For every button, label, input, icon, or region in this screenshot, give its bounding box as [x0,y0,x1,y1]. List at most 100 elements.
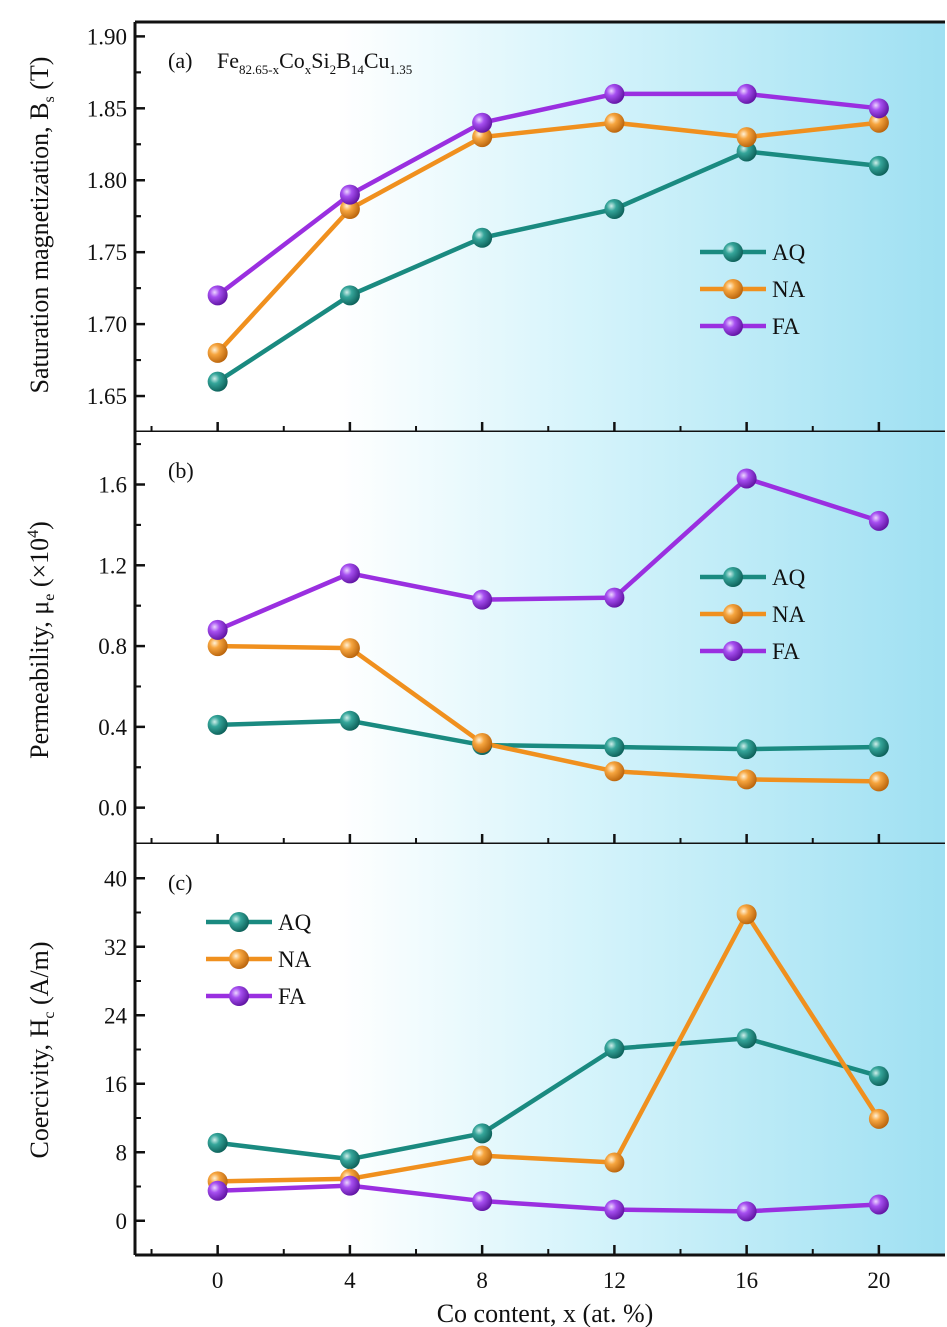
x-tick-label: 0 [212,1268,224,1293]
data-point-aq [736,141,757,162]
y-tick-label: 1.75 [87,240,127,265]
data-point-aq [604,1038,625,1059]
legend-label-aq: AQ [278,910,312,935]
data-point-fa [868,1194,889,1215]
series-line-fa [216,91,880,298]
panel-label: (b) [168,458,194,483]
y-tick-label: 0.8 [98,634,127,659]
series-line-aq [217,718,879,752]
y-tick-label: 1.85 [87,96,127,121]
data-point-fa [736,83,757,104]
data-point-na [472,733,493,754]
data-point-aq [207,371,228,392]
x-tick-label: 4 [344,1268,356,1293]
panel-b: 0.0 0.4 0.8 1.2 1.6 AQ NA FA (b) Permeability, … [25,432,945,846]
legend-label-fa: FA [278,984,306,1009]
data-point-fa [472,589,493,610]
data-point-aq [868,155,889,176]
x-tick-label: 8 [476,1268,488,1293]
plot-background [135,844,945,1255]
data-point-aq [339,710,360,731]
x-tick-label: 20 [867,1268,890,1293]
legend-marker-fa [723,641,743,661]
data-point-aq [604,199,625,220]
data-point-fa [604,587,625,608]
legend-label-fa: FA [772,314,800,339]
y-tick-label: 16 [104,1072,127,1097]
legend-marker-fa [229,986,249,1006]
plot-area: 0.0 0.4 0.8 1.2 1.6 AQ NA FA [98,443,889,844]
data-point-aq [207,1132,228,1153]
data-point-na [207,636,228,657]
data-point-na [604,761,625,782]
data-point-aq [207,714,228,735]
data-point-na [736,769,757,790]
data-point-na [472,1145,493,1166]
data-point-fa [207,1180,228,1201]
data-point-fa [207,285,228,306]
legend-marker-aq [723,567,743,587]
series-line-fa [217,1183,879,1214]
y-axis-title: Coercivity, Hc (A/m) [25,942,58,1159]
data-point-fa [604,1199,625,1220]
plot-area: 1.65 1.70 1.75 1.80 1.85 1.90 AQ NA FA [87,24,889,432]
legend-label-aq: AQ [772,565,806,590]
data-point-aq [868,737,889,758]
data-point-fa [736,468,757,489]
data-point-fa [868,98,889,119]
legend-marker-na [723,279,743,299]
data-point-fa [736,1201,757,1222]
panel-c: 0 8 16 24 32 40 AQ NA FA (c) Coercivity, Hc (A/m… [25,844,945,1257]
legend-marker-aq [229,912,249,932]
panel-label: (a) [168,48,192,73]
data-point-na [868,112,889,133]
data-point-fa [868,510,889,531]
y-tick-label: 32 [104,935,127,960]
data-point-aq [472,1123,493,1144]
y-tick-label: 8 [116,1140,128,1165]
y-tick-label: 40 [104,866,127,891]
y-tick-label: 0 [116,1209,128,1234]
legend-label-aq: AQ [772,240,806,265]
y-tick-label: 1.70 [87,312,127,337]
data-point-fa [604,83,625,104]
series-line-fa [216,476,880,632]
data-point-na [339,638,360,659]
y-tick-label: 24 [104,1003,128,1028]
x-axis-title: Co content, x (at. %) [437,1299,654,1327]
y-tick-label: 1.2 [98,553,127,578]
series-line-aq [217,1036,880,1162]
panel-a: 1.65 1.70 1.75 1.80 1.85 1.90 AQ NA FA (a) Fe82.… [25,20,945,434]
legend-marker-aq [723,242,743,262]
data-point-fa [339,1175,360,1196]
data-point-na [207,342,228,363]
y-tick-label: 0.4 [98,715,127,740]
legend-label-na: NA [772,602,806,627]
y-axis-title: Saturation magnetization, Bs (T) [25,57,58,394]
plot-area: 0 8 16 24 32 40 AQ NA FA [104,866,889,1255]
legend-label-fa: FA [772,639,800,664]
data-point-na [868,1108,889,1129]
data-point-na [736,904,757,925]
data-point-aq [736,739,757,760]
data-point-aq [604,737,625,758]
data-point-na [339,199,360,220]
data-point-aq [339,1149,360,1170]
x-tick-label: 16 [735,1268,758,1293]
data-point-na [604,112,625,133]
data-point-aq [868,1066,889,1087]
x-axis: 0 4 8 12 16 20 [212,1268,890,1293]
legend-marker-na [723,604,743,624]
data-point-fa [472,112,493,133]
data-point-fa [339,184,360,205]
data-point-na [868,771,889,792]
data-point-fa [472,1191,493,1212]
data-point-aq [472,227,493,248]
y-axis-title: Permeability, μe (×104) [25,521,58,759]
legend-marker-fa [723,316,743,336]
data-point-aq [339,285,360,306]
series-line-na [217,911,881,1184]
data-point-aq [736,1028,757,1049]
data-point-fa [207,619,228,640]
